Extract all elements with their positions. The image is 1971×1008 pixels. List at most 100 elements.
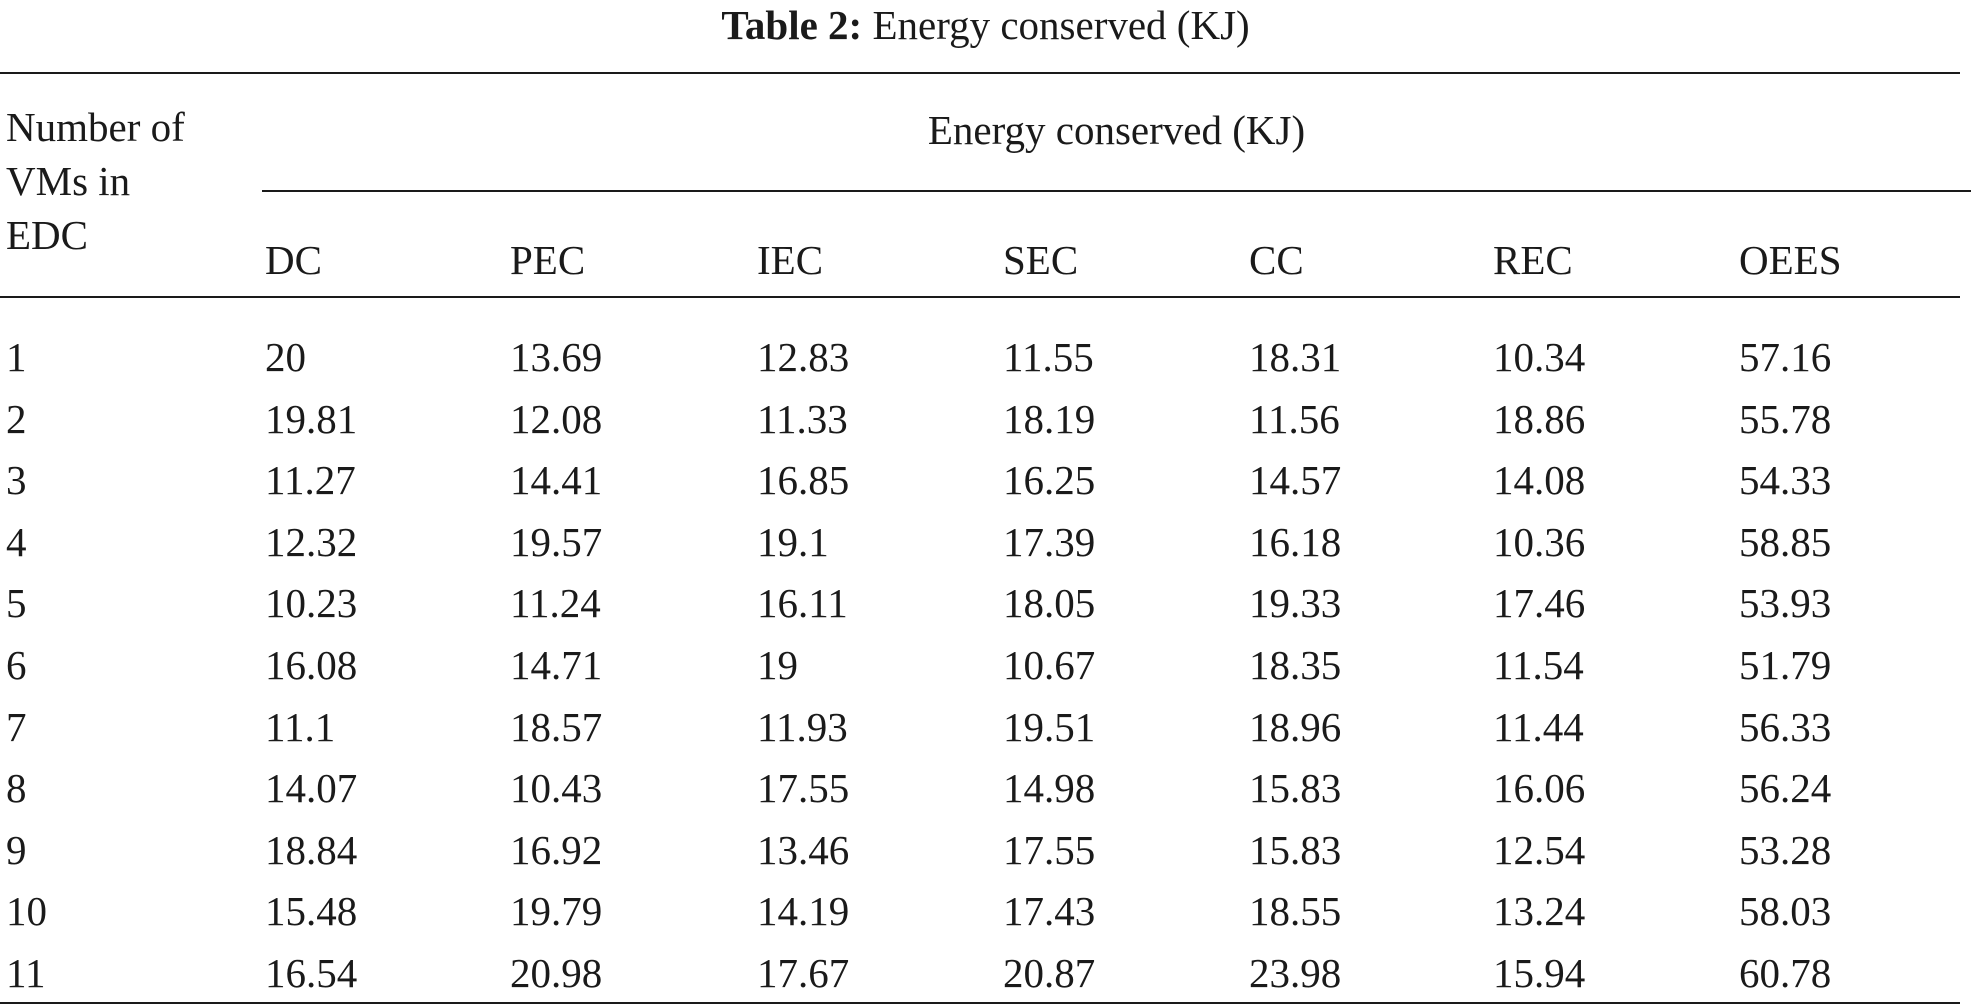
column-header-pec: PEC <box>510 237 586 283</box>
stub-header-line: EDC <box>6 212 88 258</box>
cell-pec: 13.69 <box>510 334 603 380</box>
cell-rec: 12.54 <box>1493 827 1586 873</box>
cell-oees: 56.33 <box>1739 704 1832 750</box>
cell-pec: 11.24 <box>510 580 601 626</box>
cell-sec: 17.39 <box>1003 519 1096 565</box>
cell-iec: 19 <box>757 642 798 688</box>
cell-iec: 11.33 <box>757 396 848 442</box>
row-vms-count: 7 <box>6 704 27 750</box>
header-bottom-rule <box>0 296 1960 298</box>
row-vms-count: 3 <box>6 457 27 503</box>
cell-cc: 23.98 <box>1249 950 1342 996</box>
cell-pec: 12.08 <box>510 396 603 442</box>
row-vms-count: 4 <box>6 519 27 565</box>
cell-iec: 16.85 <box>757 457 850 503</box>
group-column-header: Energy conserved (KJ) <box>927 107 1306 153</box>
cell-pec: 19.57 <box>510 519 603 565</box>
cell-pec: 14.71 <box>510 642 603 688</box>
table-caption-label: Table 2: <box>721 2 863 48</box>
cell-sec: 18.05 <box>1003 580 1096 626</box>
cell-iec: 16.11 <box>757 580 848 626</box>
cell-oees: 51.79 <box>1739 642 1832 688</box>
column-header-cc: CC <box>1249 237 1304 283</box>
row-vms-count: 5 <box>6 580 27 626</box>
stub-header-line: VMs in <box>6 158 131 204</box>
group-header-rule <box>262 190 1971 192</box>
cell-iec: 12.83 <box>757 334 850 380</box>
cell-cc: 11.56 <box>1249 396 1340 442</box>
cell-iec: 17.55 <box>757 765 850 811</box>
cell-dc: 14.07 <box>265 765 358 811</box>
cell-dc: 15.48 <box>265 888 358 934</box>
cell-iec: 13.46 <box>757 827 850 873</box>
cell-rec: 14.08 <box>1493 457 1586 503</box>
cell-cc: 19.33 <box>1249 580 1342 626</box>
cell-dc: 16.54 <box>265 950 358 996</box>
row-vms-count: 1 <box>6 334 27 380</box>
row-vms-count: 8 <box>6 765 27 811</box>
cell-sec: 18.19 <box>1003 396 1096 442</box>
cell-dc: 20 <box>265 334 306 380</box>
cell-cc: 18.35 <box>1249 642 1342 688</box>
cell-rec: 16.06 <box>1493 765 1586 811</box>
column-header-dc: DC <box>265 237 322 283</box>
cell-pec: 20.98 <box>510 950 603 996</box>
cell-cc: 15.83 <box>1249 765 1342 811</box>
cell-iec: 17.67 <box>757 950 850 996</box>
cell-oees: 55.78 <box>1739 396 1832 442</box>
row-vms-count: 11 <box>6 950 46 996</box>
cell-sec: 17.55 <box>1003 827 1096 873</box>
table-caption-text: Energy conserved (KJ) <box>872 2 1250 48</box>
cell-iec: 14.19 <box>757 888 850 934</box>
row-vms-count: 6 <box>6 642 27 688</box>
cell-pec: 14.41 <box>510 457 603 503</box>
cell-rec: 11.54 <box>1493 642 1584 688</box>
row-vms-count: 2 <box>6 396 27 442</box>
cell-oees: 58.85 <box>1739 519 1832 565</box>
cell-sec: 19.51 <box>1003 704 1096 750</box>
cell-iec: 11.93 <box>757 704 848 750</box>
cell-oees: 54.33 <box>1739 457 1832 503</box>
cell-dc: 12.32 <box>265 519 358 565</box>
cell-dc: 18.84 <box>265 827 358 873</box>
cell-sec: 20.87 <box>1003 950 1096 996</box>
cell-sec: 14.98 <box>1003 765 1096 811</box>
table-top-rule <box>0 72 1960 74</box>
column-header-oees: OEES <box>1739 237 1842 283</box>
stub-header-line: Number of <box>6 104 185 150</box>
column-header-iec: IEC <box>757 237 824 283</box>
column-header-rec: REC <box>1493 237 1573 283</box>
cell-cc: 16.18 <box>1249 519 1342 565</box>
cell-dc: 11.1 <box>265 704 336 750</box>
row-vms-count: 10 <box>6 888 47 934</box>
cell-rec: 10.34 <box>1493 334 1586 380</box>
cell-oees: 56.24 <box>1739 765 1832 811</box>
cell-oees: 53.28 <box>1739 827 1832 873</box>
cell-rec: 11.44 <box>1493 704 1584 750</box>
row-vms-count: 9 <box>6 827 27 873</box>
cell-cc: 15.83 <box>1249 827 1342 873</box>
cell-sec: 17.43 <box>1003 888 1096 934</box>
cell-dc: 16.08 <box>265 642 358 688</box>
cell-cc: 18.55 <box>1249 888 1342 934</box>
cell-dc: 19.81 <box>265 396 358 442</box>
cell-pec: 10.43 <box>510 765 603 811</box>
cell-cc: 18.96 <box>1249 704 1342 750</box>
cell-sec: 16.25 <box>1003 457 1096 503</box>
stub-column-header: Number of VMs in EDC <box>6 100 256 262</box>
cell-dc: 11.27 <box>265 457 356 503</box>
cell-cc: 14.57 <box>1249 457 1342 503</box>
cell-cc: 18.31 <box>1249 334 1342 380</box>
cell-pec: 16.92 <box>510 827 603 873</box>
cell-oees: 57.16 <box>1739 334 1832 380</box>
cell-sec: 11.55 <box>1003 334 1094 380</box>
cell-iec: 19.1 <box>757 519 829 565</box>
cell-rec: 17.46 <box>1493 580 1586 626</box>
cell-oees: 60.78 <box>1739 950 1832 996</box>
column-header-sec: SEC <box>1003 237 1079 283</box>
cell-rec: 10.36 <box>1493 519 1586 565</box>
table-caption: Table 2: Energy conserved (KJ) <box>0 0 1971 50</box>
table-bottom-rule <box>0 1002 1960 1004</box>
cell-dc: 10.23 <box>265 580 358 626</box>
cell-oees: 53.93 <box>1739 580 1832 626</box>
